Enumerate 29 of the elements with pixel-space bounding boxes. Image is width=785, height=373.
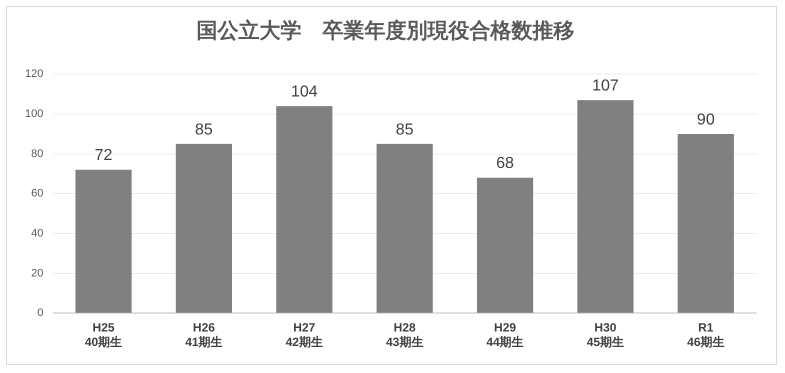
x-tick-label: H27 42期生 xyxy=(286,320,323,350)
bar xyxy=(577,100,634,313)
data-label: 85 xyxy=(195,121,213,138)
y-tick-label: 80 xyxy=(31,148,44,160)
y-tick-label: 120 xyxy=(24,68,44,80)
y-tick-label: 60 xyxy=(31,188,44,200)
data-label: 107 xyxy=(592,78,619,94)
x-tick-label: H28 43期生 xyxy=(386,320,424,350)
bar xyxy=(376,144,433,313)
data-label: 104 xyxy=(290,83,318,100)
x-tick-label: H30 45期生 xyxy=(586,320,624,350)
data-label: 85 xyxy=(396,121,414,138)
x-tick-label: H26 41期生 xyxy=(185,320,223,350)
x-tick-label: H29 44期生 xyxy=(486,320,524,350)
y-tick-label: 100 xyxy=(24,108,44,120)
bar xyxy=(276,106,332,313)
data-label: 90 xyxy=(696,111,715,128)
bar xyxy=(176,144,232,313)
x-tick-label: R1 46期生 xyxy=(687,320,724,350)
bar xyxy=(75,170,132,313)
y-tick-label: 40 xyxy=(31,228,44,240)
data-label: 68 xyxy=(496,155,514,172)
y-tick-label: 0 xyxy=(37,307,44,320)
x-tick-label: H25 40期生 xyxy=(84,320,122,350)
bar xyxy=(476,178,534,313)
y-tick-label: 20 xyxy=(31,267,44,280)
bar xyxy=(678,134,734,313)
chart-title: 国公立大学 卒業年度別現役合格数推移 xyxy=(196,18,574,42)
data-label: 72 xyxy=(94,147,113,164)
